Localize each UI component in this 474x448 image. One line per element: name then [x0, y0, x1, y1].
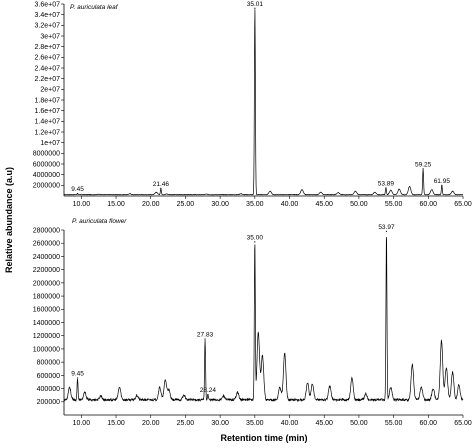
y-tick-label: 1600000 — [33, 307, 60, 314]
x-tick-label: 30.00 — [211, 420, 229, 427]
x-tick-label: 50.00 — [350, 420, 368, 427]
peak-label: 9.45 — [71, 371, 84, 378]
y-tick-label: 8000000 — [33, 151, 60, 158]
x-tick-label: 25.00 — [177, 420, 195, 427]
peak-marker — [385, 187, 387, 189]
leaf-chromatogram-panel: P. auriculata leaf 2000000 4000000 6000000 8… — [33, 1, 472, 208]
y-tick-label: 1e+07 — [40, 140, 60, 147]
peak-marker — [207, 393, 209, 396]
peak-label: 9.45 — [71, 186, 84, 193]
y-tick-label: 200000 — [37, 399, 60, 406]
peak-label: 28.24 — [200, 387, 217, 394]
x-tick-label: 10.00 — [73, 201, 91, 208]
x-tick-label: 60.00 — [420, 420, 438, 427]
panel-title: P. auriculata flower — [72, 218, 127, 225]
x-tick-label: 40.00 — [281, 201, 299, 208]
y-tick-label: 1.8e+07 — [35, 97, 61, 104]
peak-marker — [441, 184, 443, 186]
y-tick-label: 600000 — [37, 373, 60, 380]
peak-marker — [76, 377, 79, 379]
peak-marker — [160, 187, 162, 190]
peak-marker — [204, 338, 206, 340]
y-axis-label: Relative abundance (a.u) — [4, 167, 14, 273]
x-tick-label: 20.00 — [142, 420, 160, 427]
chromatogram-trace — [63, 9, 464, 196]
y-tick-label: 1.6e+07 — [35, 108, 61, 115]
x-tick-label: 65.00 — [454, 201, 472, 208]
peak-marker — [385, 230, 388, 232]
y-tick-label: 3.4e+07 — [35, 12, 61, 19]
y-tick-label: 2.4e+07 — [35, 65, 61, 72]
peak-label: 53.97 — [378, 224, 395, 231]
chromatogram-trace — [63, 237, 464, 403]
flower-chromatogram-panel: P. auriculata flower 200000 400000 600000 80… — [33, 218, 472, 427]
peak-label: 59.25 — [415, 161, 432, 168]
y-tick-label: 3.2e+07 — [35, 23, 61, 30]
x-tick-label: 10.00 — [73, 420, 91, 427]
x-tick-label: 50.00 — [350, 201, 368, 208]
peak-label: 61.95 — [434, 178, 451, 185]
y-tick-label: 1400000 — [33, 320, 60, 327]
peak-label: 35.01 — [247, 1, 264, 8]
y-tick-label: 6000000 — [33, 161, 60, 168]
x-tick-label: 45.00 — [315, 201, 333, 208]
y-tick-label: 1000000 — [33, 346, 60, 353]
peak-marker — [254, 241, 256, 243]
peak-marker — [254, 7, 256, 9]
x-axis-label: Retention time (min) — [221, 433, 308, 443]
y-tick-label: 1200000 — [33, 333, 60, 340]
peak-marker — [76, 193, 79, 195]
y-tick-label: 3e+07 — [40, 33, 60, 40]
x-tick-label: 15.00 — [107, 420, 125, 427]
y-tick-label: 2.6e+07 — [35, 55, 61, 62]
y-tick-label: 1.2e+07 — [35, 129, 61, 136]
x-tick-label: 20.00 — [142, 201, 160, 208]
y-tick-label: 3.6e+07 — [35, 1, 61, 8]
x-tick-label: 40.00 — [281, 420, 299, 427]
x-tick-label: 60.00 — [420, 201, 438, 208]
x-tick-label: 45.00 — [315, 420, 333, 427]
y-tick-label: 2200000 — [33, 267, 60, 274]
y-tick-label: 2.2e+07 — [35, 76, 61, 83]
peak-marker — [422, 168, 424, 170]
x-tick-label: 25.00 — [177, 201, 195, 208]
peak-label: 53.89 — [378, 181, 395, 188]
y-tick-label: 2e+07 — [40, 87, 60, 94]
x-tick-label: 35.00 — [246, 420, 264, 427]
y-tick-label: 2000000 — [33, 183, 60, 190]
y-tick-label: 2400000 — [33, 254, 60, 261]
y-tick-label: 1.4e+07 — [35, 119, 61, 126]
x-tick-label: 55.00 — [385, 420, 403, 427]
y-tick-label: 2000000 — [33, 280, 60, 287]
y-tick-label: 1800000 — [33, 293, 60, 300]
y-tick-label: 4000000 — [33, 172, 60, 179]
x-tick-label: 55.00 — [385, 201, 403, 208]
y-tick-label: 400000 — [37, 386, 60, 393]
y-tick-label: 2800000 — [33, 227, 60, 234]
x-tick-label: 15.00 — [107, 201, 125, 208]
x-tick-label: 30.00 — [211, 201, 229, 208]
y-tick-label: 2600000 — [33, 241, 60, 248]
x-tick-label: 65.00 — [454, 420, 472, 427]
peak-label: 21.46 — [153, 181, 170, 188]
peak-label: 27.83 — [197, 332, 214, 339]
panel-title: P. auriculata leaf — [70, 4, 119, 11]
y-tick-label: 800000 — [37, 360, 60, 367]
x-tick-label: 35.00 — [246, 201, 264, 208]
peak-label: 35.00 — [247, 234, 264, 241]
y-tick-label: 2.8e+07 — [35, 44, 61, 51]
